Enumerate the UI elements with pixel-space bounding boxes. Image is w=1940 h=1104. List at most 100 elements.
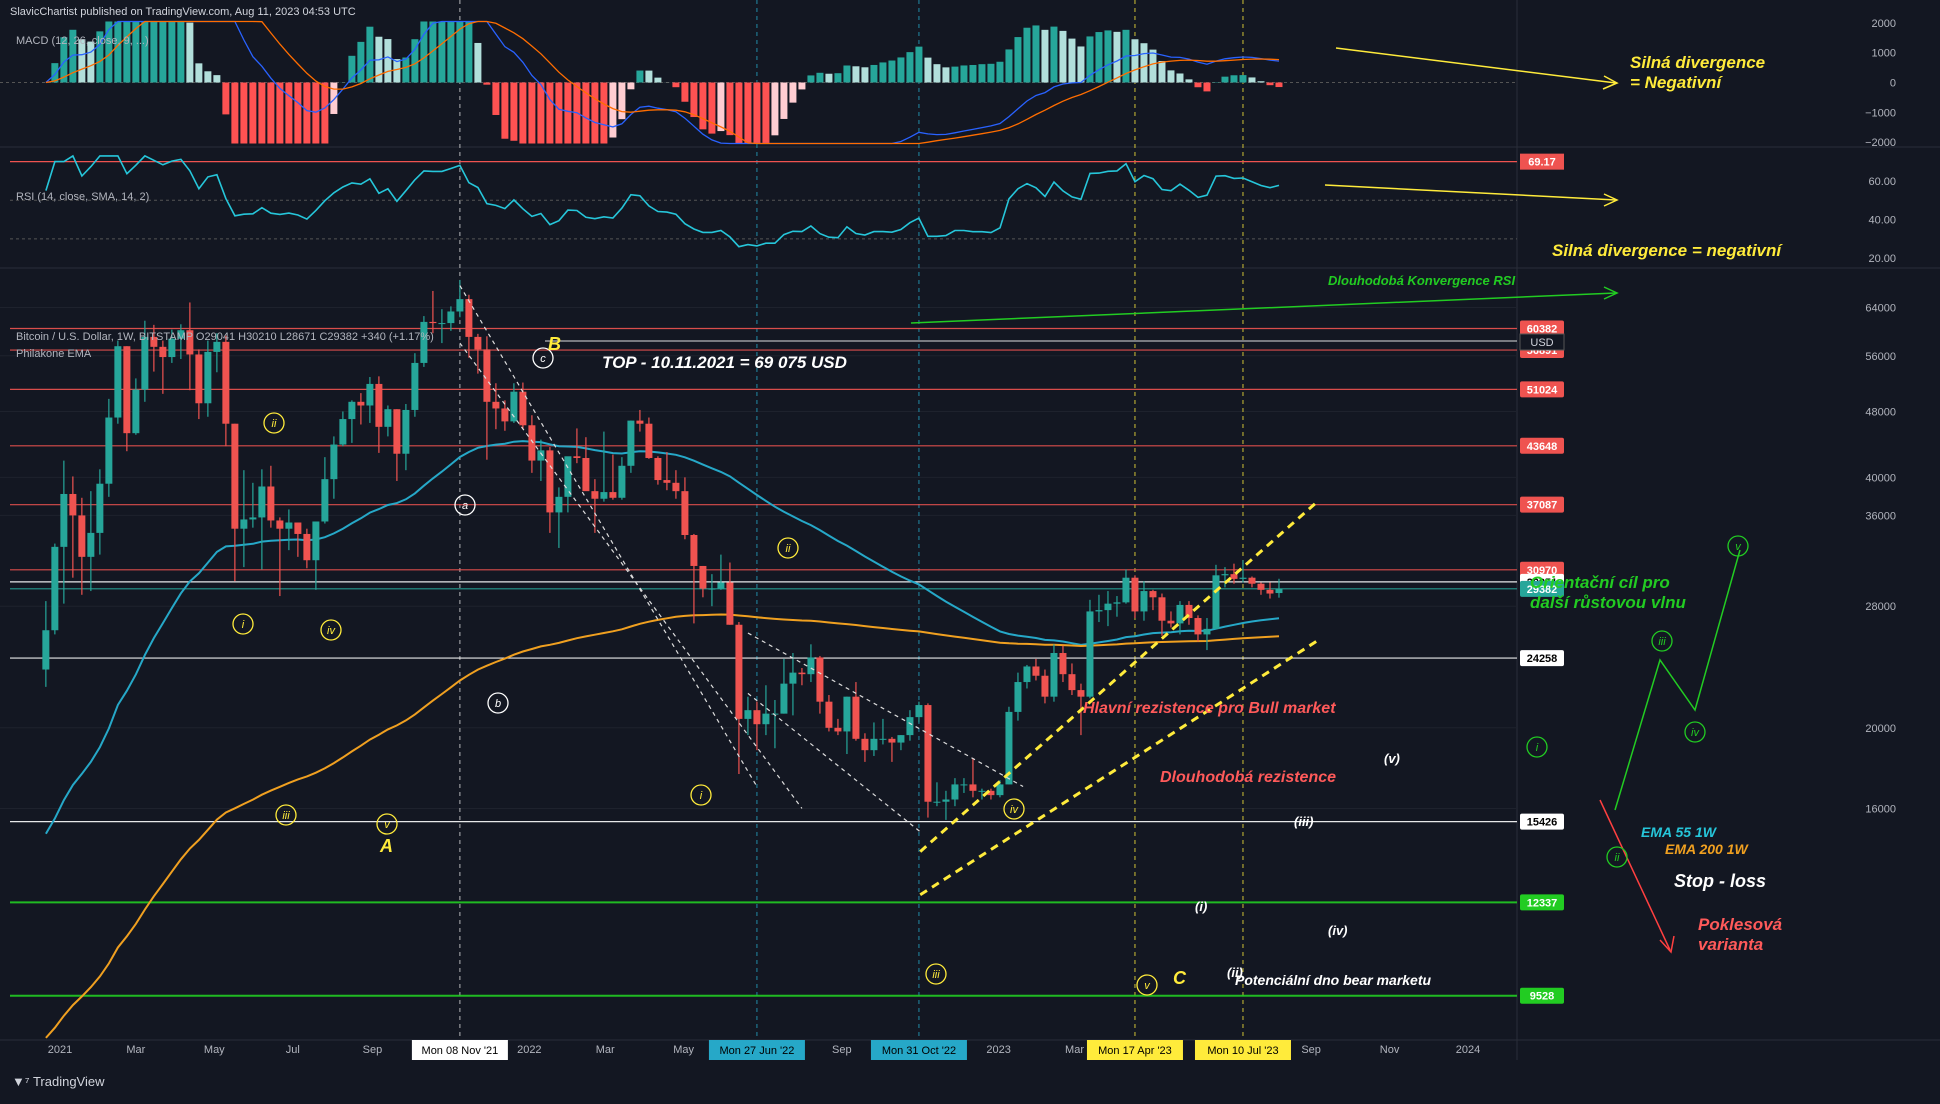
wave-C: C (1173, 968, 1187, 988)
macd-histogram-bar (294, 83, 301, 144)
candle-body (843, 697, 850, 732)
macd-histogram-bar (195, 63, 202, 82)
candle-body (1041, 676, 1048, 697)
candle-body (96, 484, 103, 533)
macd-histogram-bar (204, 71, 211, 82)
macd-histogram-bar (1176, 73, 1183, 82)
candle (627, 421, 634, 473)
candle-body (447, 311, 454, 323)
macd-histogram-bar (1068, 39, 1075, 83)
macd-tick-label: −1000 (1865, 107, 1896, 119)
candle-body (816, 657, 823, 701)
macd-histogram-bar (771, 83, 778, 136)
macd-tick-label: 0 (1890, 78, 1896, 90)
candle-body (285, 523, 292, 529)
tradingview-logo[interactable]: ▼⁷ TradingView (12, 1074, 105, 1089)
candle-body (969, 784, 976, 790)
time-tick-label: Nov (1380, 1044, 1400, 1056)
macd-histogram-bar (87, 42, 94, 83)
candle-body (276, 520, 283, 528)
macd-histogram-bar (834, 73, 841, 82)
candle-body (1131, 578, 1138, 612)
candle-body (1095, 610, 1102, 611)
macd-histogram-bar (699, 83, 706, 130)
macd-histogram-bar (528, 83, 535, 144)
macd-histogram-bar (402, 58, 409, 83)
macd-histogram-bar (1014, 37, 1021, 82)
time-tick-label: 2021 (48, 1044, 72, 1056)
candle-body (465, 299, 472, 337)
price-tick-label: 36000 (1865, 510, 1896, 522)
macd-histogram-bar (357, 42, 364, 83)
macd-histogram-bar (555, 83, 562, 144)
candle-body (1113, 602, 1120, 603)
macd-histogram-bar (618, 83, 625, 120)
wave-sub-label: (i) (1195, 899, 1207, 914)
macd-histogram-bar (1131, 39, 1138, 82)
price-legend: Bitcoin / U.S. Dollar, 1W, BITSTAMP O290… (16, 331, 434, 343)
macd-histogram-bar (654, 78, 661, 83)
candle-body (609, 492, 616, 498)
macd-histogram-bar (1140, 43, 1147, 82)
long-resistance-label: Dlouhodobá rezistence (1160, 769, 1336, 786)
ema200-label: EMA 200 1W (1665, 841, 1750, 857)
candle-body (348, 402, 355, 419)
macd-histogram-bar (465, 21, 472, 82)
macd-histogram-bar (942, 67, 949, 82)
macd-histogram-bar (879, 62, 886, 82)
macd-histogram-bar (1203, 83, 1210, 92)
candle-body (582, 458, 589, 491)
macd-histogram-bar (744, 83, 751, 144)
candle-body (132, 390, 139, 434)
time-tick-label: May (673, 1044, 694, 1056)
brand-name: TradingView (33, 1074, 105, 1089)
macd-histogram-bar (843, 65, 850, 82)
macd-histogram-bar (1059, 31, 1066, 83)
macd-histogram-bar (1005, 49, 1012, 82)
candle-body (897, 735, 904, 742)
macd-histogram-bar (366, 27, 373, 83)
rsi-convergence-label: Dlouhodobá Konvergence RSI (1328, 273, 1515, 288)
candle-body (1194, 618, 1201, 634)
candle (114, 341, 121, 424)
candle-body (222, 342, 229, 424)
candle-body (807, 657, 814, 674)
candle-body (762, 714, 769, 725)
candle-body (699, 566, 706, 589)
level-tag-label: 12337 (1527, 897, 1558, 909)
candle-body (1077, 690, 1084, 697)
bull-resistance-label: Hlavní rezistence pro Bull market (1083, 700, 1336, 717)
macd-histogram-bar (492, 83, 499, 115)
macd-histogram-bar (987, 64, 994, 83)
time-tick-label: Jul (286, 1044, 300, 1056)
macd-tick-label: 2000 (1872, 18, 1896, 30)
candle-body (69, 494, 76, 515)
candle-body (672, 483, 679, 491)
macd-histogram-bar (1167, 70, 1174, 82)
macd-histogram-bar (798, 83, 805, 90)
time-tick-label: 2022 (517, 1044, 541, 1056)
macd-histogram-bar (438, 21, 445, 82)
macd-histogram-bar (1158, 61, 1165, 83)
macd-histogram-bar (645, 71, 652, 83)
time-tick-label: Sep (832, 1044, 852, 1056)
macd-histogram-bar (1050, 27, 1057, 83)
candle-body (1158, 597, 1165, 620)
macd-histogram-bar (168, 21, 175, 82)
time-tick-label: Sep (1301, 1044, 1321, 1056)
macd-histogram-bar (537, 83, 544, 144)
candle-body (105, 418, 112, 484)
candle-body (870, 739, 877, 750)
macd-histogram-bar (591, 83, 598, 144)
candle-body (978, 791, 985, 792)
wave-label-text: iii (282, 810, 290, 822)
candle-body (654, 458, 661, 480)
macd-histogram-bar (1221, 77, 1228, 83)
rsi-annotation: Silná divergence = negativní (1552, 241, 1783, 260)
candle-body (951, 784, 958, 799)
price-tick-label: 20000 (1865, 723, 1896, 735)
macd-histogram-bar (852, 66, 859, 82)
